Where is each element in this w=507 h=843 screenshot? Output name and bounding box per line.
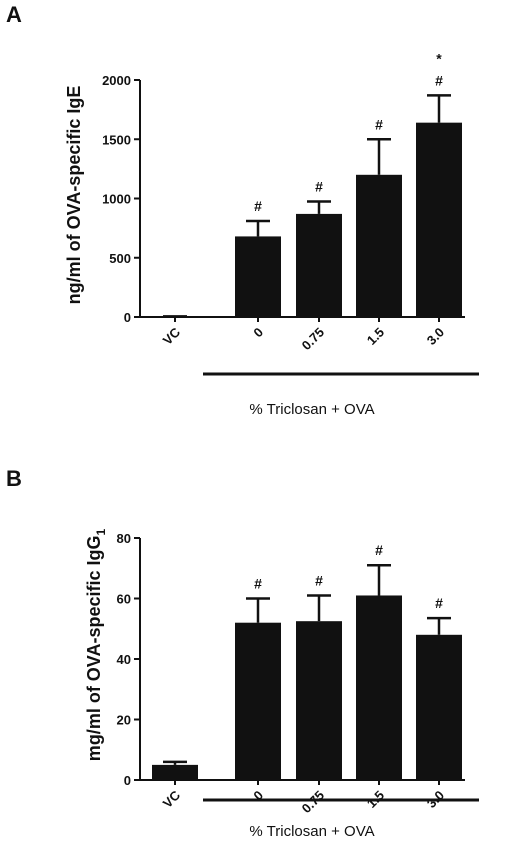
panel-a-y-tick-label: 2000 [102,73,131,88]
panel-b-chart: B mg/ml of OVA-specific IgG1 0 20 40 60 80 VC… [6,466,479,840]
panel-b-bar [296,621,342,780]
panel-a-y-tick-label: 1500 [102,132,131,147]
panel-b-significance-mark: # [435,595,443,611]
panel-b-bar [356,595,402,780]
panel-a-category-label: 3.0 [424,325,447,348]
panel-b-y-tick-label: 0 [124,773,131,788]
panel-b-category-label: VC [160,787,184,811]
panel-b-y-tick-label: 60 [117,592,131,607]
panel-a-bar [235,236,281,317]
panel-a-letter: A [6,2,22,27]
panel-a-category-label: 0 [250,325,266,341]
panel-a-bar [296,213,342,317]
panel-b-significance-mark: # [315,572,323,588]
panel-a-bars: # # # # * [152,50,462,318]
panel-b-bar [235,622,281,780]
panel-a-axes: 0 500 1000 1500 2000 VC 0 0.75 1.5 3.0 [102,73,465,353]
panel-a-significance-mark: # [435,72,443,88]
panel-b-bar [416,634,462,780]
panel-b-y-axis-label-main: mg/ml of OVA-specific IgG [84,535,104,761]
panel-b-y-tick-label: 40 [117,652,131,667]
panel-b-significance-mark: # [254,576,262,592]
panel-b-letter: B [6,466,22,491]
panel-b-y-axis-label: mg/ml of OVA-specific IgG1 [84,528,108,761]
panel-b-y-tick-label: 80 [117,531,131,546]
panel-a-category-label: 0.75 [299,325,328,354]
panel-a-y-axis-label: ng/ml of OVA-specific IgE [64,86,84,305]
panel-a-y-tick-label: 1000 [102,192,131,207]
panel-a-significance-mark: * [436,50,442,66]
panel-b-bars: # # # # [152,542,462,780]
panel-b-group-label: % Triclosan + OVA [249,823,374,840]
panel-a-bar [356,174,402,317]
panel-a-y-tick-label: 0 [124,310,131,325]
panel-a-significance-mark: # [315,178,323,194]
panel-a-category-label: VC [160,324,184,348]
panel-b-y-tick-label: 20 [117,713,131,728]
panel-a-group-label: % Triclosan + OVA [249,401,374,418]
panel-b-bar [152,764,198,780]
panel-a-bar [416,122,462,317]
panel-a-significance-mark: # [375,116,383,132]
panel-a-significance-mark: # [254,198,262,214]
panel-b-y-axis-label-subscript: 1 [94,528,108,535]
panel-b-category-label: 0.75 [299,788,328,817]
panel-b-significance-mark: # [375,542,383,558]
panel-a-category-label: 1.5 [364,325,387,348]
panel-a-chart: A ng/ml of OVA-specific IgE 0 500 1000 1500… [6,2,479,418]
panel-a-y-tick-label: 500 [109,251,131,266]
